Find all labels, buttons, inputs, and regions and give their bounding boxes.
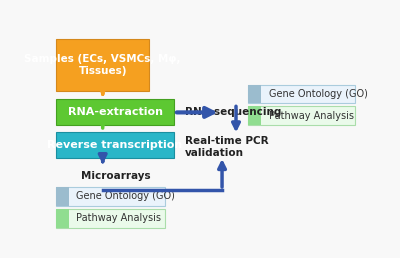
FancyBboxPatch shape <box>56 209 69 228</box>
FancyBboxPatch shape <box>56 187 165 206</box>
Text: Gene Ontology (GO): Gene Ontology (GO) <box>76 191 175 201</box>
FancyBboxPatch shape <box>56 187 69 206</box>
FancyBboxPatch shape <box>248 85 355 103</box>
FancyBboxPatch shape <box>56 209 165 228</box>
Text: RNA-sequencing: RNA-sequencing <box>185 107 281 117</box>
FancyBboxPatch shape <box>56 132 174 158</box>
FancyBboxPatch shape <box>56 100 174 125</box>
Text: Pathway Analysis: Pathway Analysis <box>268 111 354 121</box>
Text: RNA-extraction: RNA-extraction <box>68 107 162 117</box>
FancyBboxPatch shape <box>248 107 355 125</box>
FancyBboxPatch shape <box>56 39 149 91</box>
FancyBboxPatch shape <box>248 85 261 103</box>
Text: Reverse transcription: Reverse transcription <box>48 140 183 150</box>
Text: Pathway Analysis: Pathway Analysis <box>76 213 161 223</box>
Text: Real-time PCR
validation: Real-time PCR validation <box>185 136 268 158</box>
Text: Gene Ontology (GO): Gene Ontology (GO) <box>268 89 368 99</box>
Text: Samples (ECs, VSMCs, Mφ,
Tissues): Samples (ECs, VSMCs, Mφ, Tissues) <box>24 54 181 76</box>
Text: Microarrays: Microarrays <box>81 171 151 181</box>
FancyBboxPatch shape <box>248 107 261 125</box>
